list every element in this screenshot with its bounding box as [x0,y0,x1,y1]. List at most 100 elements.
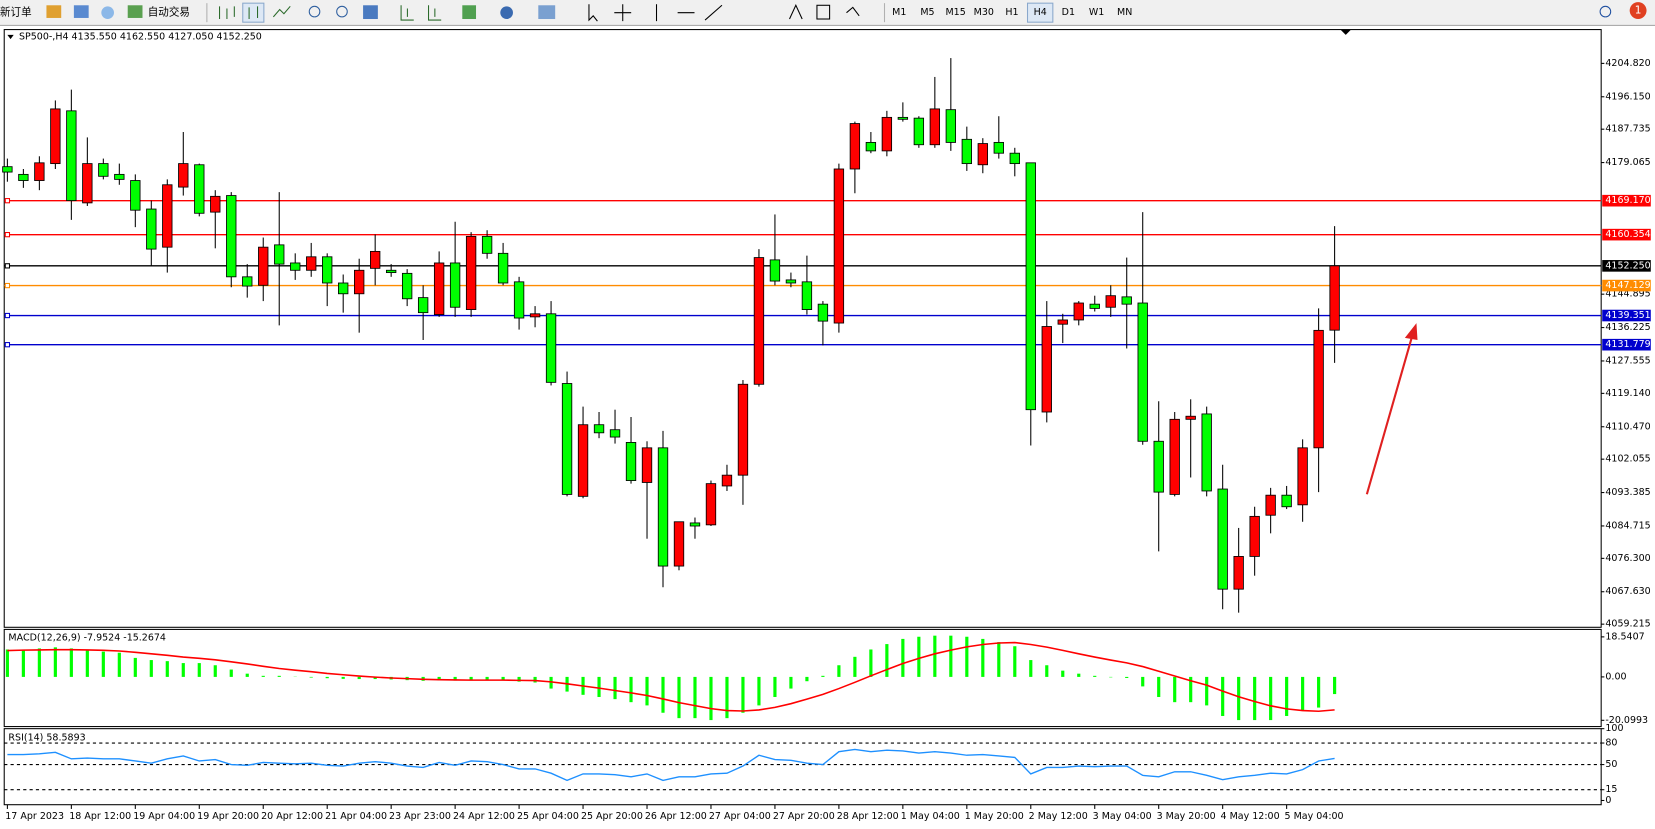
level-handle [4,231,11,238]
macd-bar [1237,676,1241,721]
level-label: 4139.351 [1605,310,1650,321]
macd-bar [805,676,809,682]
candle-body [753,257,765,385]
candle-body [529,313,541,318]
crosshair-button[interactable] [614,4,632,22]
level-label-bg [1602,228,1651,241]
macd-bar [373,676,377,680]
y-tick-label: -20.0993 [1605,715,1648,726]
level-handle [4,312,11,319]
candle-body [593,424,605,434]
candle-body [242,276,253,287]
auto-trading-button[interactable]: 自动交易 [148,6,190,19]
indicators-button[interactable] [462,5,477,20]
candle-body [1009,152,1020,165]
candle-body [433,262,445,315]
macd-panel [3,628,1602,728]
level-label-bg [1602,309,1651,322]
candle-body [705,483,717,526]
y-tick-label: 0 [1605,795,1611,806]
timeframe-button[interactable]: D1 [1062,7,1075,18]
timeframe-button[interactable]: W1 [1089,7,1104,18]
macd-bar [341,676,345,679]
icon[interactable] [73,5,89,18]
new-order-button[interactable]: 新订单 [0,6,32,19]
macd-bar [469,676,473,680]
candle-body [561,383,573,495]
auto-trading-icon[interactable] [127,5,143,18]
text-button[interactable] [789,4,803,20]
macd-bar [789,676,793,689]
macd-bar [1077,673,1081,677]
timeframe-button[interactable]: MN [1117,7,1132,18]
macd-bar [21,649,25,677]
timeframe-button[interactable]: M15 [945,7,965,18]
level-label: 4147.129 [1605,280,1650,291]
x-tick-label: 28 Apr 12:00 [837,811,899,822]
candle-body [210,195,221,213]
timeframe-button[interactable]: H1 [1005,7,1018,18]
level-label: 4152.250 [1605,260,1650,271]
objects-button[interactable] [846,6,860,17]
zoom-out-button[interactable] [336,5,348,18]
candle-body [609,429,621,438]
chart-title: SP500-,H4 4135.550 4162.550 4127.050 415… [19,31,262,42]
candle-body [114,173,125,180]
y-tick-label: 4127.555 [1605,355,1650,366]
macd-bar [1045,665,1049,677]
autoscroll-button[interactable] [400,5,414,21]
candle-body [1233,556,1244,590]
macd-bar [901,638,905,677]
candle-body [465,235,477,310]
timeframe-button[interactable]: M30 [974,7,994,18]
label-button[interactable] [816,4,831,20]
macd-bar [613,676,617,700]
notification-badge[interactable] [1629,2,1647,20]
candle-body [737,383,749,476]
candle-body [881,116,893,152]
line-chart-button[interactable] [272,5,291,18]
macd-bar [261,675,265,677]
icon[interactable] [46,5,62,18]
macd-bar [853,656,857,677]
y-tick-label: 4136.225 [1605,322,1650,333]
tile-button[interactable] [363,5,378,20]
candle-chart-button[interactable] [242,2,265,23]
timeframe-button[interactable]: M5 [920,7,934,18]
level-handle [4,342,11,348]
candle-body [929,108,941,146]
periods-button[interactable] [500,6,513,20]
y-tick-label: 4119.140 [1605,388,1650,399]
candle-body [370,250,381,269]
candle-body [34,162,45,181]
x-tick-label: 20 Apr 12:00 [261,811,323,822]
candle-body [993,141,1004,154]
zoom-in-button[interactable] [308,5,321,18]
candle-body [689,522,701,527]
timeframe-button[interactable]: M1 [892,7,906,18]
candle-body [657,447,669,567]
x-tick-label: 1 May 04:00 [901,811,960,822]
search-button[interactable] [1599,5,1612,18]
shift-button[interactable] [427,5,442,21]
cursor-button[interactable] [588,4,598,22]
macd-bar [693,676,697,719]
macd-bar [357,676,361,680]
bar-chart-button[interactable] [219,6,235,20]
trendline-button[interactable] [704,4,723,21]
rsi-panel [3,728,1602,806]
candle-body [354,269,365,295]
x-tick-label: 3 May 04:00 [1093,811,1152,822]
level-label: 4169.170 [1605,195,1650,206]
level-handle [4,282,11,289]
icon[interactable] [101,6,114,20]
signal-line [7,641,1335,713]
candle-body [1057,319,1068,325]
macd-bar [1269,676,1273,721]
y-tick-label: 4144.895 [1605,289,1650,300]
candle-body [1153,440,1164,493]
templates-button[interactable] [538,5,556,20]
timeframe-button[interactable]: H4 [1034,7,1047,18]
level-label-bg [1602,279,1651,292]
annotation-arrowhead [1404,323,1418,341]
